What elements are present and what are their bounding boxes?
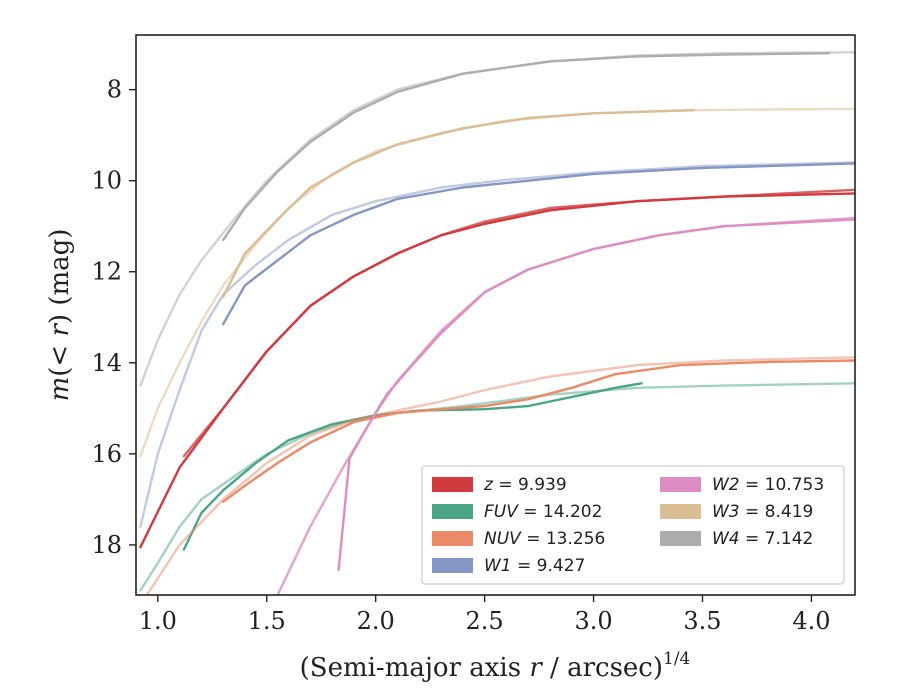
y-axis: 8 10 12 14 16 18 (91, 76, 136, 559)
y-tick-label: 14 (91, 349, 122, 377)
legend-swatch (660, 477, 701, 492)
series-w1-line-1 (139, 161, 855, 528)
legend-label: z = 9.939 (483, 475, 567, 495)
series-w4-line-2 (221, 52, 831, 242)
x-tick-label: 4.0 (792, 607, 830, 635)
y-axis-title: m(< r) (mag) (45, 229, 75, 402)
plot-frame (135, 34, 856, 596)
x-tick-label: 3.5 (683, 607, 721, 635)
y-tick-label: 12 (91, 258, 122, 286)
series-z (139, 188, 855, 549)
y-tick-label: 8 (107, 76, 122, 104)
legend-item-nuv: NUV = 13.256 (432, 529, 605, 549)
series-w1 (139, 161, 855, 528)
legend-label: W1 = 9.427 (484, 556, 585, 576)
series-w2 (276, 216, 855, 595)
series-nuv-line-2 (221, 359, 855, 503)
legend-swatch (432, 477, 473, 492)
x-tick-label: 1.5 (248, 607, 286, 635)
series-nuv (145, 356, 855, 595)
x-axis-title: (Semi-major axis r / arcsec)1/4 (300, 649, 691, 683)
series-layer (139, 51, 855, 595)
series-w4 (139, 51, 855, 387)
series-w2-line-2 (337, 218, 855, 572)
legend-swatch (432, 558, 473, 573)
legend-frame (421, 465, 845, 585)
legend-item-fuv: FUV = 14.202 (432, 502, 602, 522)
legend-label: W3 = 8.419 (712, 502, 813, 522)
y-tick-label: 18 (91, 531, 122, 559)
series-w3-line-2 (221, 108, 695, 298)
legend-item-w4: W4 = 7.142 (660, 529, 813, 549)
legend-swatch (660, 504, 701, 519)
legend-item-z: z = 9.939 (432, 475, 567, 495)
legend-item-w1: W1 = 9.427 (432, 556, 585, 576)
legend-swatch (432, 504, 473, 519)
x-axis: 1.0 1.5 2.0 2.5 3.0 3.5 4.0 (139, 595, 831, 635)
series-nuv-line-1 (145, 356, 855, 595)
legend-label: W4 = 7.142 (712, 529, 813, 549)
legend-label: W2 = 10.753 (712, 475, 824, 495)
legend-item-w3: W3 = 8.419 (660, 502, 813, 522)
x-tick-label: 2.5 (466, 607, 504, 635)
legend: z = 9.939 FUV = 14.202 NUV = 13.256 W1 = 9.… (421, 465, 845, 585)
y-tick-label: 10 (91, 167, 122, 195)
x-tick-label: 2.0 (357, 607, 395, 635)
series-z-line-2 (182, 188, 855, 458)
legend-swatch (432, 531, 473, 546)
y-tick-label: 16 (91, 440, 122, 468)
legend-swatch (660, 531, 701, 546)
series-w1-line-2 (221, 162, 855, 326)
series-w3 (139, 107, 855, 458)
legend-label: FUV = 14.202 (484, 502, 602, 522)
x-tick-label: 3.0 (574, 607, 612, 635)
x-tick-label: 1.0 (139, 607, 177, 635)
legend-label: NUV = 13.256 (484, 529, 605, 549)
legend-item-w2: W2 = 10.753 (660, 475, 824, 495)
